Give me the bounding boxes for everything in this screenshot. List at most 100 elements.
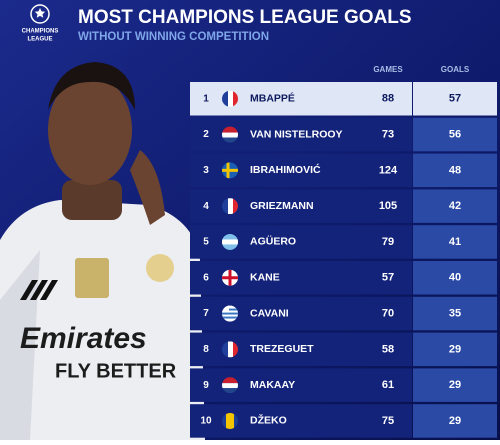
goals-cell-background (413, 368, 497, 402)
goals: 48 (449, 164, 461, 176)
goals: 56 (449, 128, 461, 140)
flag (222, 269, 238, 286)
flag-part (222, 377, 238, 384)
player-name: MAKAAY (250, 379, 295, 391)
flag (222, 198, 238, 215)
table-row: 9 MAKAAY 61 29 (190, 368, 497, 402)
player-name: DŽEKO (250, 414, 287, 427)
rank: 1 (203, 93, 209, 104)
rank: 8 (203, 344, 209, 355)
title: MOST CHAMPIONS LEAGUE GOALS (78, 7, 412, 28)
rank: 5 (203, 237, 209, 248)
rank: 10 (200, 416, 212, 427)
logo-text: LEAGUE (27, 37, 52, 43)
flag (222, 305, 238, 322)
player-name: VAN NISTELROOY (250, 128, 343, 140)
games: 57 (382, 272, 394, 284)
games: 58 (382, 343, 394, 355)
rank: 9 (203, 380, 209, 391)
goals: 29 (449, 343, 461, 355)
rank: 7 (203, 308, 209, 319)
table: GAMES GOALS 1 MBAPPÉ 88 572 VAN NISTELROOY 73… (190, 65, 497, 438)
table-row: 1 MBAPPÉ 88 57 (190, 82, 497, 116)
goals-cell-background (413, 296, 497, 331)
flag-part (233, 198, 238, 215)
games: 105 (379, 200, 397, 212)
player-name: KANE (250, 272, 280, 284)
flag-part (228, 198, 233, 215)
rank: 6 (203, 272, 209, 283)
flag-part (222, 383, 238, 389)
games: 75 (382, 415, 394, 427)
table-row: 6 KANE 57 40 (190, 261, 497, 295)
table-row: 5 AGÜERO 79 41 (190, 225, 497, 259)
player-name: IBRAHIMOVIĆ (250, 163, 321, 176)
games: 70 (382, 307, 394, 319)
player-name: CAVANI (250, 307, 289, 319)
flag (222, 162, 238, 179)
logo: CHAMPIONS LEAGUE (22, 4, 59, 43)
player-name: MBAPPÉ (250, 92, 295, 105)
table-row: 3 IBRAHIMOVIĆ 124 48 (190, 153, 497, 188)
games: 79 (382, 236, 394, 248)
rank: 2 (203, 129, 209, 140)
table-row: 2 VAN NISTELROOY 73 56 (190, 117, 497, 152)
rank: 3 (203, 165, 209, 176)
table-row: 4 GRIEZMANN 105 42 (190, 189, 497, 223)
flag-part (222, 305, 229, 313)
goals: 42 (449, 200, 461, 212)
svg-text:Emirates: Emirates (20, 322, 147, 355)
games: 73 (382, 128, 394, 140)
goals-cell-background (413, 189, 497, 223)
goals-cell-background (413, 82, 497, 116)
goals: 29 (449, 415, 461, 427)
flag-part (222, 132, 238, 138)
flag-part (226, 412, 234, 429)
flag-part (222, 90, 228, 107)
flag-part (228, 90, 233, 107)
player-name: TREZEGUET (250, 343, 314, 355)
flag-part (222, 388, 238, 394)
flag-part (222, 126, 238, 133)
player-name: GRIEZMANN (250, 200, 314, 212)
subtitle: WITHOUT WINNING COMPETITION (78, 31, 269, 43)
flag-part (222, 316, 238, 319)
goals: 29 (449, 379, 461, 391)
flag-part (222, 239, 238, 245)
flag-part (222, 308, 238, 311)
goals-cell-background (413, 153, 497, 188)
flag-part (222, 168, 238, 172)
goals: 40 (449, 272, 461, 284)
column-header: GAMES (373, 65, 403, 74)
flag-part (222, 312, 238, 315)
goals-cell-background (413, 404, 497, 438)
games: 61 (382, 379, 394, 391)
goals-cell-background (413, 332, 497, 367)
games: 88 (382, 93, 394, 105)
flag-part (228, 341, 233, 358)
flag (222, 126, 238, 143)
flag (222, 377, 238, 394)
rank: 4 (203, 201, 209, 212)
goals-cell-background (413, 225, 497, 259)
flag-part (233, 90, 238, 107)
goals-cell-background (413, 117, 497, 152)
player-name: AGÜERO (250, 235, 296, 248)
player-photo: Emirates FLY BETTER (0, 62, 205, 440)
games: 124 (379, 164, 398, 176)
svg-text:FLY BETTER: FLY BETTER (55, 360, 177, 382)
flag-part (222, 198, 228, 215)
flag-part (222, 137, 238, 143)
flag-part (222, 341, 228, 358)
goals: 57 (449, 93, 461, 105)
goals: 41 (449, 236, 461, 248)
logo-text: CHAMPIONS (22, 29, 59, 35)
table-row: 10 DŽEKO 75 29 (190, 404, 497, 438)
flag-part (233, 341, 238, 358)
goals-cell-background (413, 261, 497, 295)
flag (222, 90, 238, 107)
flag-part (226, 162, 230, 179)
table-row: 8 TREZEGUET 58 29 (190, 332, 497, 367)
flag (222, 233, 238, 250)
